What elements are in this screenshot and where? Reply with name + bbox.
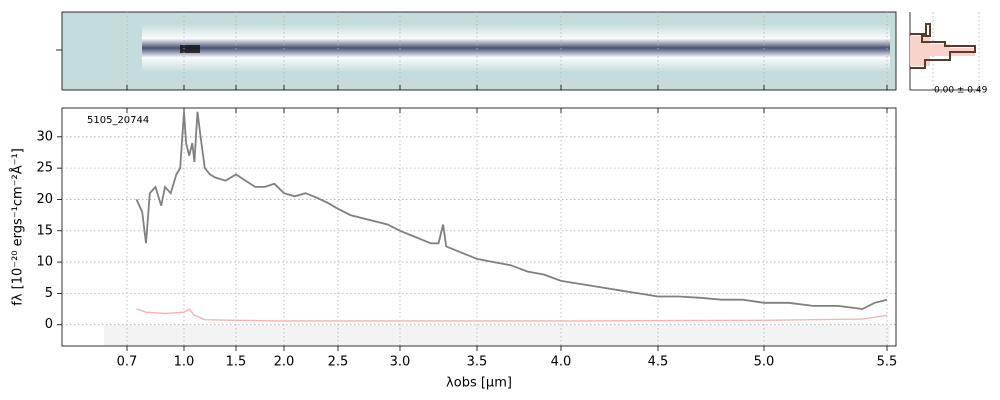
spectrum-line: [135, 111, 888, 310]
y-tick-label: 15: [36, 223, 53, 238]
y-tick-label: 20: [36, 192, 53, 207]
y-tick-label: 30: [36, 129, 53, 144]
x-tick-label: 4.5: [648, 355, 669, 370]
x-tick-label: 5.5: [877, 355, 898, 370]
x-tick-label: 3.5: [467, 355, 488, 370]
mask-region: [104, 325, 890, 346]
x-tick-label: 1.0: [174, 355, 195, 370]
x-tick-label: 2.5: [328, 355, 349, 370]
profile-label: 0.00 ± 0.49: [934, 86, 988, 96]
y-tick-label: 25: [36, 161, 53, 176]
x-tick-label: 5.0: [754, 355, 775, 370]
profile-line: [910, 23, 976, 69]
x-tick-label: 0.7: [117, 355, 138, 370]
spectrum-2d-trace: [142, 24, 890, 72]
y-tick-label: 0: [45, 317, 53, 332]
spectrum-line: [136, 308, 888, 322]
y-tick-label: 10: [36, 255, 53, 270]
x-tick-label: 1.5: [226, 355, 247, 370]
spectrum-2d-peak: [180, 45, 200, 53]
x-tick-label: 4.0: [551, 355, 572, 370]
x-axis-label: λobs [μm]: [446, 376, 512, 391]
annotation: 5105_20744: [87, 115, 149, 126]
profile-fill: [910, 36, 975, 66]
plot-frame: [61, 107, 897, 347]
y-tick-label: 5: [45, 286, 53, 301]
x-tick-label: 2.0: [274, 355, 295, 370]
y-axis-label: fλ [10⁻²⁰ ergs⁻¹cm⁻²Å⁻¹]: [10, 148, 26, 306]
x-tick-label: 3.0: [390, 355, 411, 370]
